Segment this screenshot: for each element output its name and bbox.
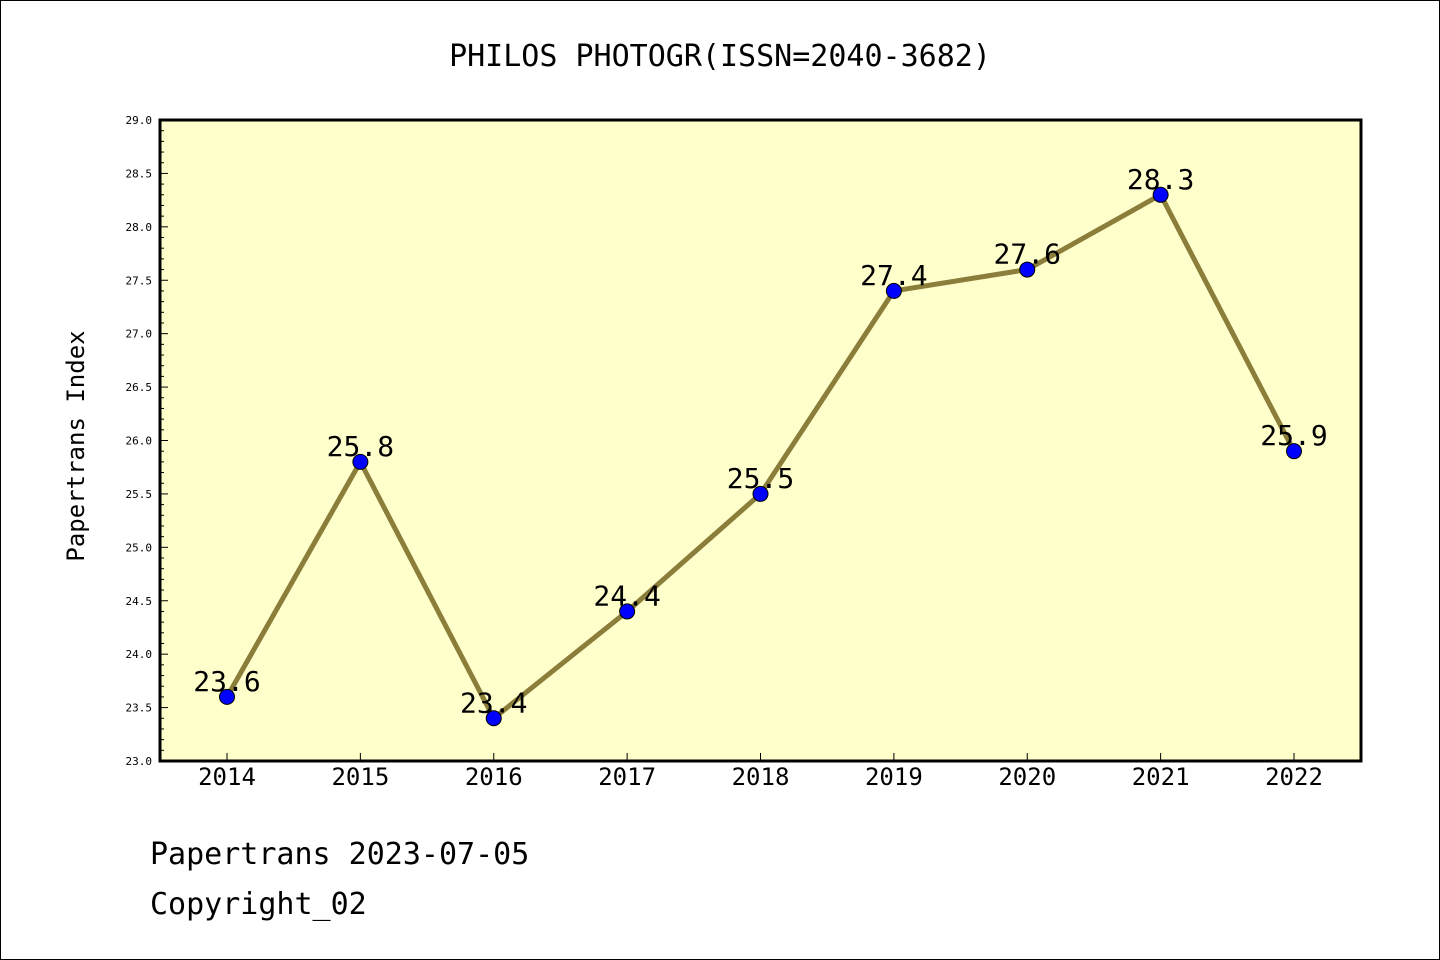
data-point <box>485 710 502 727</box>
data-label: 23.4 <box>460 686 527 719</box>
x-tick-label: 2016 <box>465 763 523 791</box>
y-tick-label: 23.5 <box>126 702 153 715</box>
y-tick-label: 28.5 <box>126 167 153 180</box>
data-label: 23.6 <box>193 665 260 698</box>
footer-date: Papertrans 2023-07-05 <box>150 837 529 872</box>
y-axis-label: Papertrans Index <box>62 330 90 561</box>
x-tick-label: 2015 <box>331 763 389 791</box>
footer-copyright: Copyright_02 <box>150 887 367 922</box>
data-point <box>752 485 769 502</box>
data-label: 25.9 <box>1260 419 1327 452</box>
data-point <box>219 688 235 705</box>
x-tick-label: 2019 <box>865 763 923 791</box>
data-point <box>352 453 369 470</box>
data-label: 27.4 <box>860 259 927 292</box>
x-tick-label: 2018 <box>732 763 790 791</box>
x-tick-label: 2020 <box>998 763 1056 791</box>
data-labels: 23.6 25.8 23.4 24.4 25.5 27.4 27.6 28.3 25.9 <box>193 163 1327 719</box>
data-label: 24.4 <box>593 579 660 612</box>
data-label: 25.5 <box>727 462 794 495</box>
data-point <box>1019 261 1036 278</box>
data-label: 25.8 <box>327 430 394 463</box>
x-tick-label: 2022 <box>1265 763 1323 791</box>
data-label: 28.3 <box>1127 163 1194 196</box>
y-tick-label: 27.0 <box>126 328 153 341</box>
y-tick-label: 24.5 <box>126 595 153 608</box>
x-tick-label: 2017 <box>598 763 656 791</box>
x-tick-label: 2021 <box>1132 763 1190 791</box>
y-tick-label: 24.0 <box>126 648 153 661</box>
data-point <box>885 282 902 299</box>
y-tick-label: 23.0 <box>126 755 153 768</box>
y-tick-label: 29.0 <box>126 114 153 127</box>
y-tick-label: 28.0 <box>126 221 153 234</box>
data-points <box>219 186 1302 727</box>
y-tick-label: 25.0 <box>126 541 153 554</box>
y-tick-label: 26.0 <box>126 435 153 448</box>
x-tick-label: 2014 <box>198 763 256 791</box>
data-label: 27.6 <box>994 238 1061 271</box>
x-axis: 2014 2015 2016 2017 2018 2019 2020 2021 2022 <box>198 753 1323 791</box>
plot-border <box>158 118 1363 763</box>
data-point <box>619 603 636 620</box>
data-point <box>1152 186 1169 203</box>
chart-title: PHILOS PHOTOGR(ISSN=2040-3682) <box>449 39 991 74</box>
y-tick-label: 25.5 <box>126 488 153 501</box>
y-tick-label: 26.5 <box>126 381 153 394</box>
data-point <box>1286 443 1302 460</box>
plot-area <box>160 120 1361 761</box>
y-tick-label: 27.5 <box>126 274 153 287</box>
